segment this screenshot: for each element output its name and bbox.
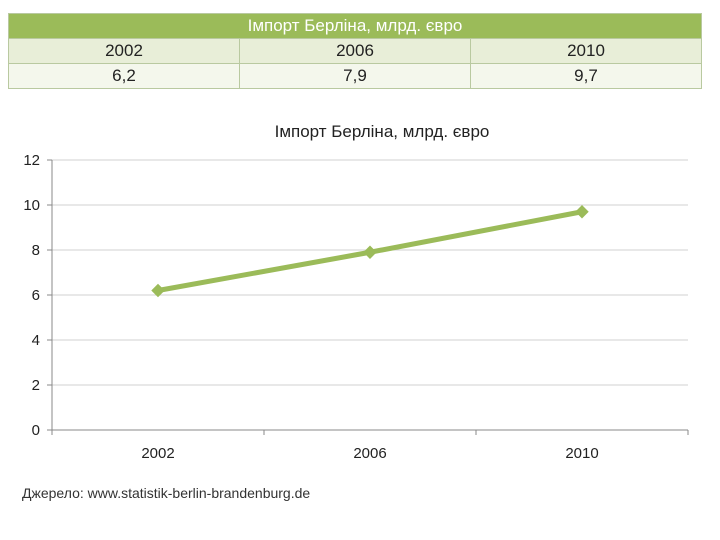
table-years-row: 2002 2006 2010 bbox=[8, 38, 702, 64]
x-tick-label: 2006 bbox=[353, 445, 386, 462]
data-point-marker bbox=[151, 283, 165, 298]
table-year-cell: 2006 bbox=[239, 38, 471, 64]
table-year-cell: 2010 bbox=[470, 38, 702, 64]
y-tick-label: 6 bbox=[32, 287, 40, 304]
y-tick-label: 0 bbox=[32, 422, 40, 439]
table-value-cell: 6,2 bbox=[8, 63, 240, 89]
x-tick-label: 2010 bbox=[565, 445, 598, 462]
y-tick-label: 2 bbox=[32, 377, 40, 394]
table-title: Імпорт Берліна, млрд. євро bbox=[8, 13, 702, 39]
line-chart: Імпорт Берліна, млрд. євро 0 2 4 6 8 10 12 2002 2… bbox=[23, 122, 689, 462]
table-values-row: 6,2 7,9 9,7 bbox=[8, 63, 702, 89]
x-tick-label: 2002 bbox=[141, 445, 174, 462]
y-tick-label: 8 bbox=[32, 242, 40, 259]
chart-title: Імпорт Берліна, млрд. євро bbox=[275, 122, 490, 141]
y-tick-label: 4 bbox=[32, 332, 40, 349]
data-point-marker bbox=[575, 205, 589, 219]
y-tick-label: 12 bbox=[23, 152, 40, 169]
y-tick-label: 10 bbox=[23, 197, 40, 214]
data-point-marker bbox=[363, 245, 377, 259]
table-year-cell: 2002 bbox=[8, 38, 240, 64]
table-value-cell: 7,9 bbox=[239, 63, 471, 89]
source-note: Джерело: www.statistik-berlin-brandenbur… bbox=[22, 485, 311, 501]
data-table: Імпорт Берліна, млрд. євро 2002 2006 201… bbox=[8, 13, 702, 89]
table-value-cell: 9,7 bbox=[470, 63, 702, 89]
table-title-row: Імпорт Берліна, млрд. євро bbox=[8, 13, 702, 39]
